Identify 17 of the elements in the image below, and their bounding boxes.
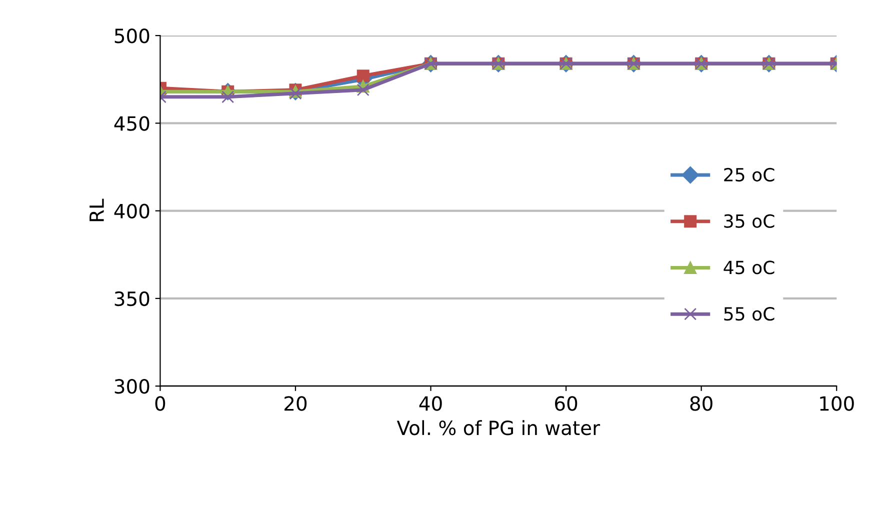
y-tick-label: 400 — [114, 204, 150, 218]
y-axis-title: RL — [90, 198, 104, 222]
x-axis-title: Vol. % of PG in water — [396, 420, 600, 436]
y-tick-label: 500 — [114, 28, 150, 44]
legend-label: 35 oC — [724, 214, 774, 228]
x-tick-label: 0 — [155, 396, 166, 411]
x-tick-label: 80 — [690, 396, 712, 411]
x-tick-label: 40 — [419, 396, 442, 411]
x-tick-label: 60 — [555, 396, 578, 411]
legend-label: 45 oC — [724, 260, 774, 274]
y-tick-label: 300 — [114, 379, 150, 394]
legend-label: 25 oC — [724, 168, 774, 182]
x-tick-label: 100 — [820, 396, 854, 411]
legend-label: 55 oC — [724, 307, 774, 321]
x-tick-label: 20 — [284, 396, 307, 411]
y-tick-label: 450 — [114, 116, 150, 131]
y-tick-label: 350 — [114, 291, 150, 306]
